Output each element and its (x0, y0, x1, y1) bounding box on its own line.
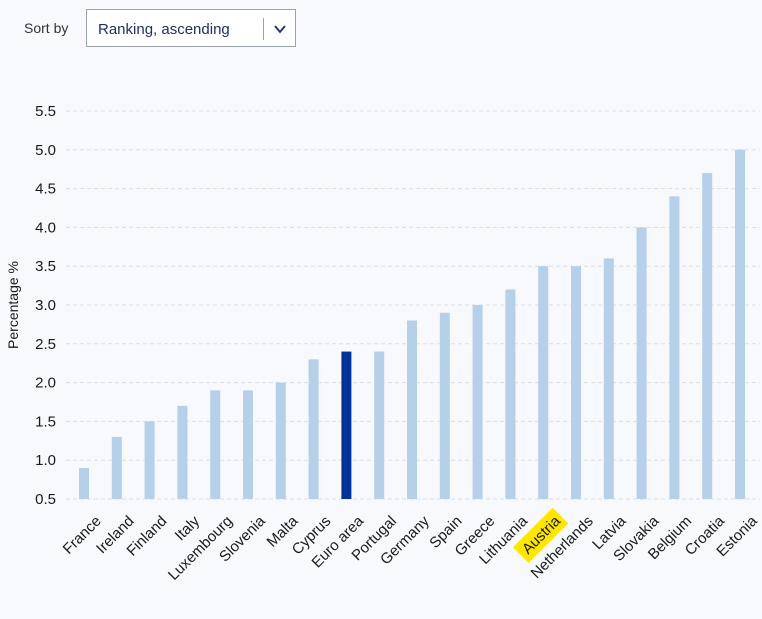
sort-dropdown-divider (263, 18, 264, 40)
bar-netherlands[interactable] (571, 266, 581, 499)
bar-slovakia[interactable] (636, 227, 647, 499)
bar-cyprus[interactable] (308, 359, 319, 499)
bar-malta[interactable] (275, 382, 286, 499)
bar-italy[interactable] (177, 405, 188, 499)
bar-latvia[interactable] (603, 258, 614, 499)
label-highlight (513, 507, 569, 563)
sort-dropdown[interactable]: Ranking, ascending (86, 9, 296, 47)
y-tick-label: 1.0 (35, 452, 56, 469)
y-tick-label: 5.5 (35, 103, 56, 120)
sort-dropdown-value: Ranking, ascending (98, 21, 230, 38)
y-axis-label: Percentage % (5, 261, 21, 349)
bar-ireland[interactable] (111, 436, 122, 499)
y-tick-label: 2.0 (35, 375, 56, 392)
y-tick-label: 3.5 (35, 258, 56, 275)
bar-greece[interactable] (472, 305, 483, 499)
y-tick-label: 4.0 (35, 219, 56, 236)
y-tick-label: 1.5 (35, 413, 56, 430)
bar-estonia[interactable] (735, 149, 745, 500)
bar-slovenia[interactable] (243, 390, 253, 499)
bar-austria[interactable] (538, 266, 549, 499)
bar-france[interactable] (79, 467, 89, 499)
bar-belgium[interactable] (669, 196, 680, 500)
y-tick-label: 4.5 (35, 181, 56, 198)
y-tick-label: 3.0 (35, 297, 56, 314)
y-tick-label: 0.5 (35, 491, 56, 508)
y-tick-label: 2.5 (35, 336, 56, 353)
bar-germany[interactable] (407, 320, 417, 499)
sort-by-label: Sort by (24, 20, 69, 36)
bar-portugal[interactable] (374, 351, 385, 499)
bar-spain[interactable] (439, 312, 450, 499)
y-tick-label: 5.0 (35, 142, 56, 159)
bar-finland[interactable] (144, 421, 155, 499)
chevron-down-icon[interactable] (273, 22, 287, 36)
bar-croatia[interactable] (702, 173, 713, 499)
bar-luxembourg[interactable] (210, 390, 221, 499)
bar-lithuania[interactable] (505, 289, 516, 499)
bar-euro-area[interactable] (341, 351, 352, 499)
